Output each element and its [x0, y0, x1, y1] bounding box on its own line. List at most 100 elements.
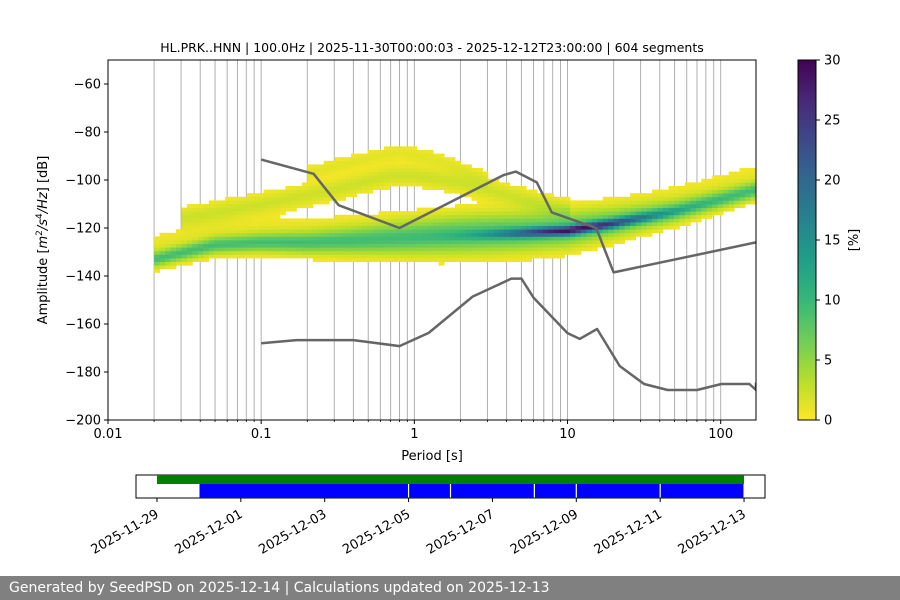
psd-cell: [362, 254, 368, 259]
psd-cell: [351, 225, 357, 230]
psd-cell: [383, 214, 390, 219]
psd-cell: [515, 240, 522, 244]
psd-cell: [383, 168, 390, 172]
psd-cell: [575, 250, 582, 255]
psd-cell: [586, 240, 593, 244]
psd-cell: [673, 200, 680, 205]
psd-cell: [608, 240, 615, 244]
psd-cell: [466, 225, 472, 230]
psd-cell: [482, 247, 489, 252]
psd-cell: [597, 229, 604, 234]
psd-cell: [219, 225, 226, 230]
psd-cell: [318, 193, 325, 198]
psd-cell: [422, 171, 429, 176]
psd-cell: [269, 236, 275, 241]
psd-cell: [657, 196, 664, 201]
psd-cell: [695, 189, 702, 194]
psd-cell: [367, 222, 374, 226]
psd-cell: [460, 182, 467, 187]
psd-cell: [455, 160, 461, 165]
psd-cell: [340, 247, 347, 252]
psd-cell: [750, 171, 757, 176]
psd-cell: [258, 250, 264, 255]
psd-cell: [455, 258, 461, 262]
psd-cell: [356, 175, 363, 180]
psd-cell: [619, 222, 626, 226]
psd-cell: [734, 175, 740, 180]
psd-cell: [367, 243, 374, 248]
psd-cell: [433, 254, 440, 259]
psd-cell: [186, 225, 193, 230]
psd-cell: [652, 189, 658, 194]
psd-cell: [362, 247, 368, 252]
psd-cell: [526, 229, 533, 234]
psd-cell: [460, 214, 467, 219]
psd-cell: [433, 160, 440, 165]
psd-cell: [170, 258, 177, 262]
psd-cell: [378, 164, 385, 169]
psd-cell: [476, 211, 483, 216]
psd-cell: [389, 168, 396, 172]
psd-cell: [290, 250, 297, 255]
psd-cell: [334, 186, 341, 190]
psd-cell: [750, 193, 757, 198]
psd-cell: [449, 250, 456, 255]
psd-cell: [269, 247, 275, 252]
psd-cell: [318, 164, 325, 169]
psd-cell: [230, 200, 237, 205]
psd-cell: [334, 254, 341, 259]
psd-cell: [405, 214, 412, 219]
psd-cell: [745, 178, 751, 183]
psd-cell: [498, 250, 505, 255]
psd-cell: [290, 218, 297, 223]
psd-cell: [416, 207, 423, 212]
psd-cell: [351, 175, 357, 180]
psd-cell: [734, 204, 740, 208]
psd-cell: [394, 232, 401, 237]
psd-cell: [225, 225, 232, 230]
psd-cell: [165, 243, 171, 248]
psd-cell: [652, 225, 658, 230]
psd-cell: [230, 204, 237, 208]
psd-cell: [712, 193, 719, 198]
psd-cell: [296, 232, 303, 237]
psd-cell: [438, 218, 445, 223]
psd-cell: [466, 258, 472, 262]
psd-cell: [279, 243, 286, 248]
psd-cell: [427, 236, 434, 241]
psd-cell: [422, 225, 429, 230]
psd-cell: [230, 207, 237, 212]
psd-cell: [165, 240, 171, 244]
psd-cell: [444, 222, 450, 226]
psd-cell: [635, 232, 642, 237]
psd-cell: [438, 160, 445, 165]
psd-cell: [301, 247, 308, 252]
psd-cell: [580, 218, 587, 223]
psd-cell: [378, 250, 385, 255]
psd-cell: [219, 204, 226, 208]
psd-cell: [285, 236, 292, 241]
psd-cell: [307, 229, 314, 234]
psd-cell: [372, 171, 379, 176]
psd-cell: [526, 240, 533, 244]
psd-cell: [471, 225, 478, 230]
psd-cell: [263, 196, 270, 201]
psd-cell: [236, 240, 243, 244]
psd-cell: [613, 225, 620, 230]
psd-cell: [389, 214, 396, 219]
psd-cell: [367, 168, 374, 172]
psd-cell: [389, 250, 396, 255]
psd-cell: [739, 189, 746, 194]
psd-cell: [400, 157, 407, 162]
psd-cell: [400, 150, 407, 154]
psd-cell: [214, 240, 221, 244]
psd-cell: [548, 200, 554, 205]
psd-cell: [668, 214, 675, 219]
psd-cell: [400, 160, 407, 165]
psd-cell: [263, 222, 270, 226]
psd-cell: [712, 186, 719, 190]
psd-cell: [652, 222, 658, 226]
psd-cell: [597, 240, 604, 244]
psd-cell: [241, 250, 248, 255]
psd-cell: [422, 240, 429, 244]
